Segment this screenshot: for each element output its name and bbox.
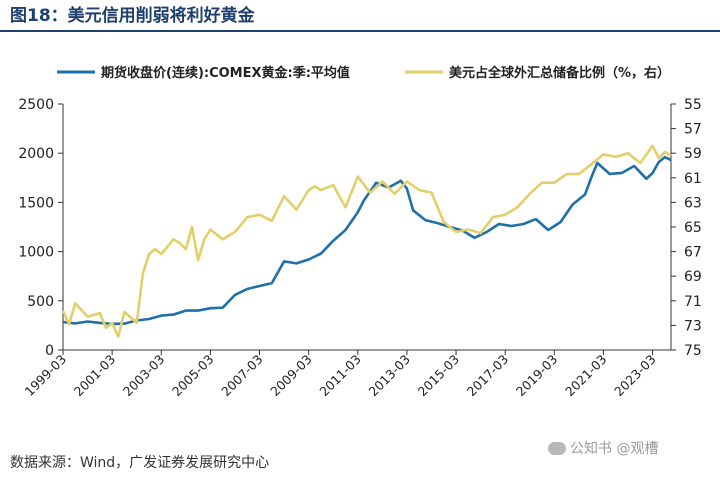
x-tick-label: 2015-03: [415, 352, 463, 400]
x-tick-label: 2001-03: [71, 352, 119, 400]
left-y-tick-label: 2000: [18, 146, 54, 162]
dual-axis-line-chart: 期货收盘价(连续):COMEX黄金:季:平均值 美元占全球外汇总储备比例（%，右）…: [18, 65, 701, 399]
x-tick-label: 2003-03: [120, 352, 168, 400]
legend-label-2: 美元占全球外汇总储备比例（%，右）: [449, 65, 670, 81]
left-y-tick-label: 1000: [18, 245, 54, 261]
right-y-tick-label: 61: [684, 171, 702, 187]
x-tick-label: 2023-03: [611, 352, 659, 400]
right-y-tick-label: 67: [684, 245, 702, 261]
left-y-tick-label: 2500: [18, 97, 54, 113]
chart-legend: 期货收盘价(连续):COMEX黄金:季:平均值 美元占全球外汇总储备比例（%，右）: [57, 65, 670, 81]
x-tick-label: 2007-03: [218, 352, 266, 400]
right-y-tick-label: 71: [684, 294, 702, 310]
legend-label-1: 期货收盘价(连续):COMEX黄金:季:平均值: [101, 65, 350, 81]
left-y-tick-label: 500: [27, 294, 54, 310]
usd-reserve-share-line: [61, 144, 672, 338]
x-tick-label: 2013-03: [365, 352, 413, 400]
right-y-tick-label: 73: [684, 318, 702, 334]
right-y-tick-label: 63: [684, 195, 702, 211]
right-y-tick-label: 75: [684, 343, 702, 359]
chart-plot-area: [61, 144, 672, 338]
right-y-tick-label: 65: [684, 220, 702, 236]
right-y-tick-label: 57: [684, 122, 702, 138]
right-y-tick-label: 69: [684, 269, 702, 285]
x-tick-label: 2019-03: [513, 352, 561, 400]
wechat-icon: [548, 442, 566, 455]
left-y-tick-label: 0: [45, 343, 54, 359]
x-tick-label: 2009-03: [267, 352, 315, 400]
x-tick-label: 2011-03: [316, 352, 364, 400]
data-source-note: 数据来源：Wind，广发证券发展研究中心: [10, 455, 270, 471]
figure-title: 图18：美元信用削弱将利好黄金: [0, 0, 720, 32]
left-y-tick-label: 1500: [18, 195, 54, 211]
x-tick-label: 2017-03: [464, 352, 512, 400]
chart-axes: 0 500 1000 1500 2000 2500 55 57 59 61 63 65 67 69 71 73…: [18, 97, 701, 399]
watermark-text: 公知书 @观槽: [570, 441, 659, 457]
right-y-tick-label: 59: [684, 146, 702, 162]
right-y-tick-label: 55: [684, 97, 702, 113]
x-tick-label: 2005-03: [169, 352, 217, 400]
gold-price-line: [62, 155, 672, 326]
watermark: 公知书 @观槽: [548, 438, 658, 458]
x-tick-label: 2021-03: [562, 352, 610, 400]
